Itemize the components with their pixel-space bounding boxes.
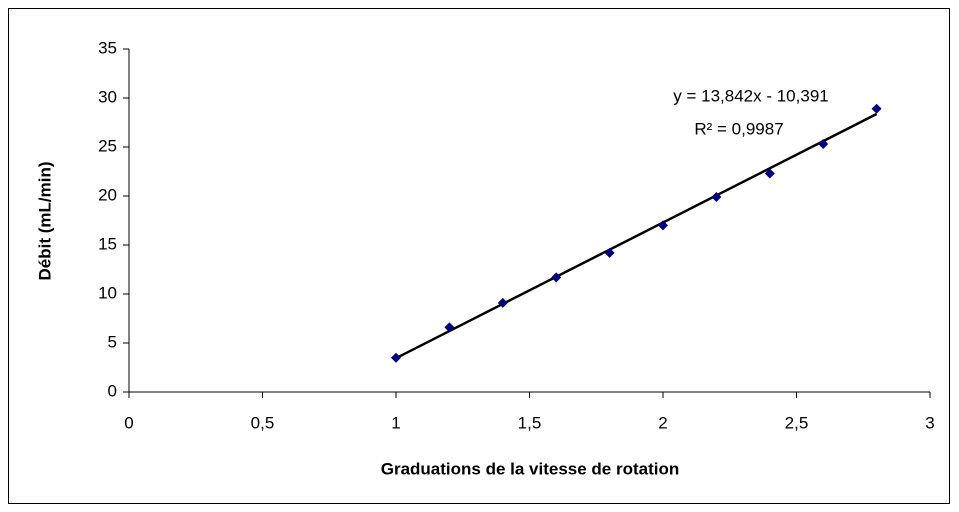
data-point <box>444 322 455 333</box>
data-point <box>658 220 668 231</box>
data-point <box>391 352 401 363</box>
x-tick-label: 1,5 <box>518 413 542 432</box>
x-tick-label: 0,5 <box>251 413 275 432</box>
data-point <box>497 297 508 308</box>
y-tick-label: 15 <box>98 234 117 253</box>
x-tick-label: 3 <box>925 413 934 432</box>
chart-border <box>8 8 950 504</box>
data-point <box>871 103 882 114</box>
x-axis-title: Graduations de la vitesse de rotation <box>381 459 680 478</box>
trendline <box>395 112 878 360</box>
y-tick-label: 20 <box>98 185 117 204</box>
y-tick-label: 25 <box>98 136 117 155</box>
data-point <box>604 247 615 258</box>
data-point <box>711 191 722 202</box>
data-point <box>551 272 562 283</box>
trendline-equation: y = 13,842x - 10,391 <box>673 86 828 105</box>
x-tick-label: 1 <box>391 413 400 432</box>
y-tick-label: 10 <box>98 283 117 302</box>
y-tick-label: 0 <box>108 381 117 400</box>
x-tick-label: 0 <box>124 413 133 432</box>
y-tick-label: 30 <box>98 87 117 106</box>
data-point <box>818 139 829 150</box>
x-tick-label: 2 <box>658 413 667 432</box>
y-axis-title: Débit (mL/min) <box>35 162 54 281</box>
trendline-r2: R² = 0,9987 <box>694 119 783 138</box>
x-tick-label: 2,5 <box>785 413 809 432</box>
data-point <box>764 168 775 179</box>
y-tick-label: 5 <box>108 332 117 351</box>
y-tick-label: 35 <box>98 38 117 57</box>
